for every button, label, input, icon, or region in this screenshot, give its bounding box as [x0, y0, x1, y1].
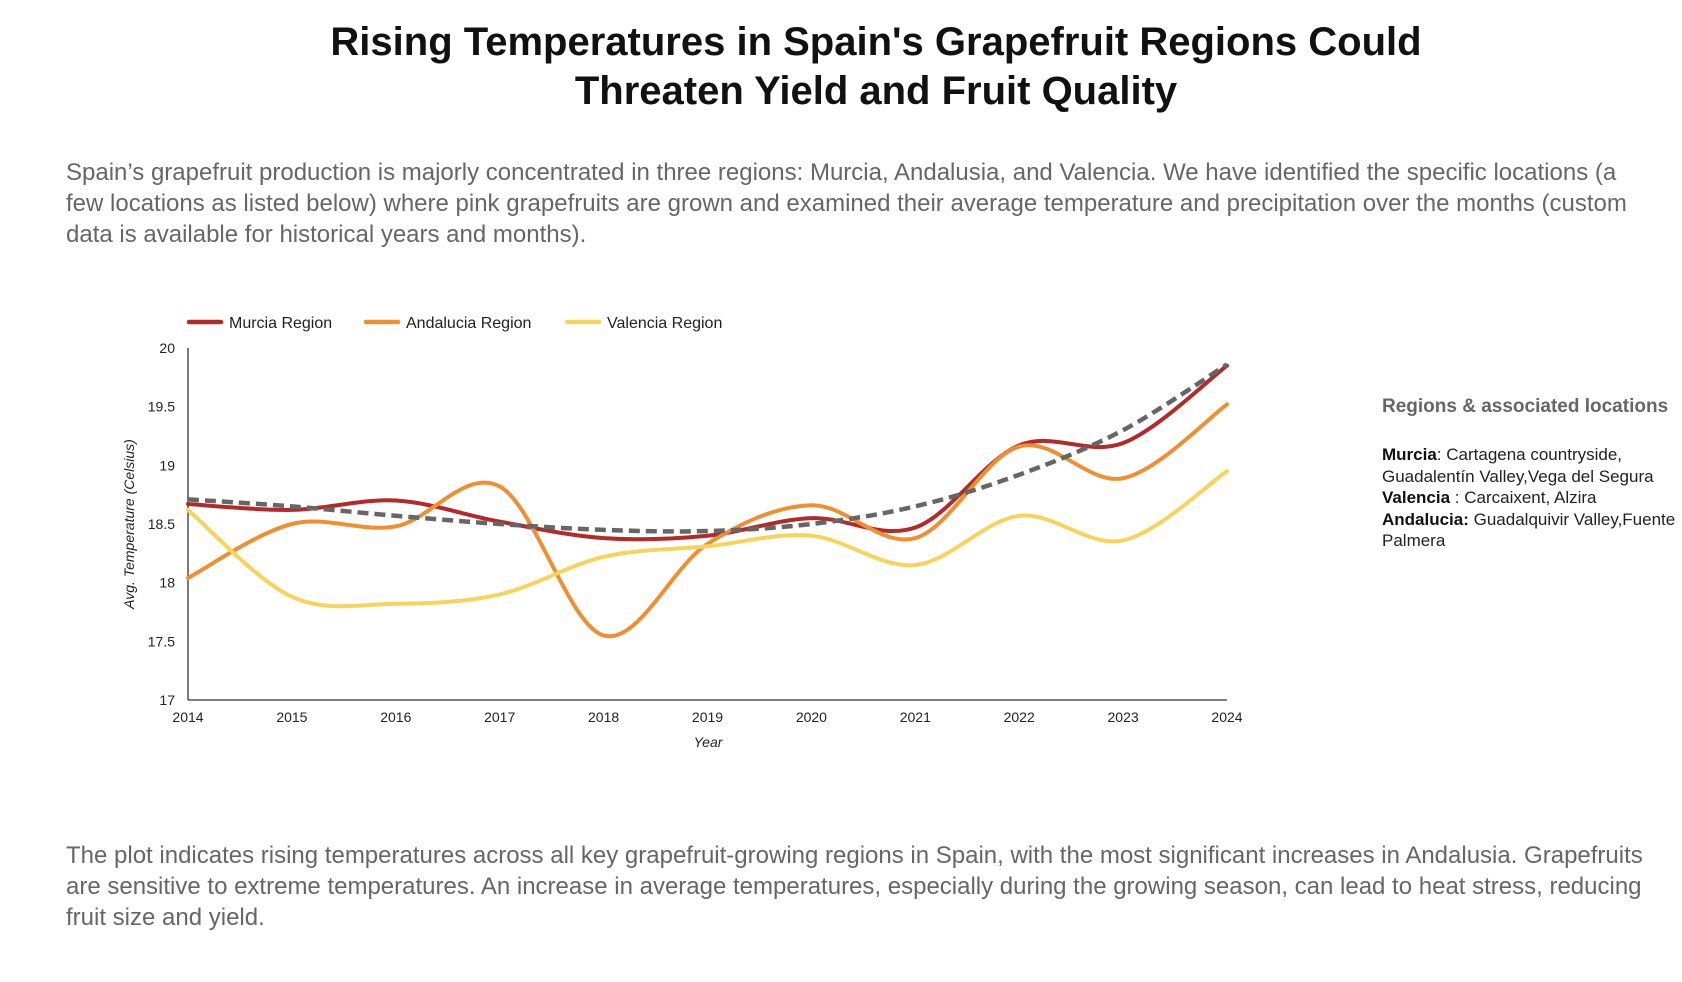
x-tick-label: 2014 — [172, 709, 203, 725]
region-entry: Andalucia: Guadalquivir Valley,Fuente — [1382, 509, 1676, 529]
sidebar-entries: Murcia: Cartagena countryside, Guadalentí… — [1382, 444, 1682, 552]
title-line-2: Threaten Yield and Fruit Quality — [574, 69, 1178, 113]
legend-label: Murcia Region — [229, 315, 332, 332]
region-name: Andalucia: — [1382, 509, 1469, 529]
y-axis-title: Avg. Temperature (Celsius) — [121, 439, 137, 610]
intro-paragraph: Spain’s grapefruit production is majorly… — [66, 159, 1627, 248]
regions-sidebar: Regions & associated locations Murcia: C… — [1382, 396, 1682, 552]
y-tick-label: 17 — [159, 692, 175, 708]
region-entry-continuation: Guadalentín Valley,Vega del Segura — [1382, 466, 1654, 486]
y-tick-label: 18 — [159, 575, 175, 591]
sidebar-heading: Regions & associated locations — [1382, 396, 1669, 417]
x-tick-label: 2024 — [1211, 709, 1242, 725]
region-name: Valencia — [1382, 488, 1451, 507]
x-tick-label: 2020 — [796, 709, 827, 725]
region-entry-continuation: Palmera — [1382, 531, 1446, 550]
x-tick-label: 2023 — [1108, 709, 1139, 725]
temperature-line-chart: 17 17.5 18 18.5 19 19.5 20 2014 2015 2016 2017 2018… — [121, 315, 1243, 750]
x-tick-label: 2015 — [276, 709, 307, 725]
trendline-dashed — [187, 362, 1229, 534]
y-tick-label: 19.5 — [148, 399, 175, 415]
region-entry: Valencia : Carcaixent, Alzira — [1382, 488, 1597, 507]
conclusion-paragraph: The plot indicates rising temperatures a… — [66, 842, 1643, 931]
x-tick-label: 2018 — [588, 709, 619, 725]
page-title: Rising Temperatures in Spain's Grapefrui… — [0, 18, 1682, 116]
series-line-andalucia-region — [186, 402, 1229, 639]
legend-label: Andalucia Region — [406, 315, 531, 332]
y-tick-label: 18.5 — [148, 516, 175, 532]
x-tick-label: 2019 — [692, 709, 723, 725]
y-tick-label: 19 — [159, 457, 175, 473]
legend-label: Valencia Region — [607, 315, 722, 332]
y-tick-label: 17.5 — [148, 633, 175, 649]
y-tick-label: 20 — [159, 340, 175, 356]
x-tick-label: 2022 — [1004, 709, 1035, 725]
x-tick-label: 2021 — [900, 709, 931, 725]
region-name: Murcia — [1382, 445, 1437, 464]
x-tick-label: 2017 — [484, 709, 515, 725]
x-axis-title: Year — [694, 734, 724, 750]
region-entry: Murcia: Cartagena countryside, — [1382, 445, 1623, 464]
x-tick-label: 2016 — [380, 709, 411, 725]
series-line-valencia-region — [186, 469, 1229, 609]
title-line-1: Rising Temperatures in Spain's Grapefrui… — [330, 20, 1422, 64]
series-line-murcia-region — [186, 363, 1229, 542]
